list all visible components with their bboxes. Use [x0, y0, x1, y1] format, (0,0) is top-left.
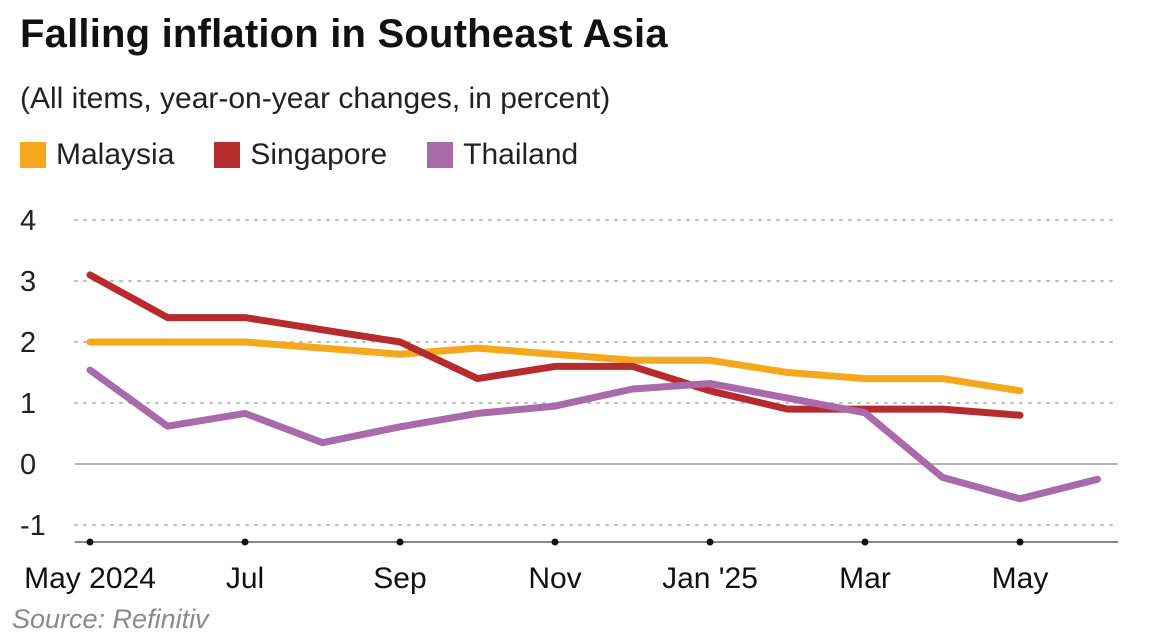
- x-tick-label: Jul: [226, 562, 264, 595]
- x-tick-mark: [86, 538, 94, 546]
- x-tick-mark: [241, 538, 249, 546]
- legend-label-singapore: Singapore: [250, 138, 388, 171]
- legend-label-thailand: Thailand: [463, 138, 579, 171]
- legend-label-malaysia: Malaysia: [56, 138, 175, 171]
- x-tick-mark: [1016, 538, 1024, 546]
- legend-swatch-malaysia: [20, 142, 46, 168]
- series-line-thailand: [86, 366, 1101, 503]
- x-tick-mark: [861, 538, 869, 546]
- y-tick-label: 4: [20, 205, 36, 237]
- x-tick-label: Sep: [373, 562, 426, 595]
- x-tick-mark: [551, 538, 559, 546]
- legend-item-thailand: Thailand: [427, 138, 578, 172]
- x-tick-label: May: [992, 562, 1049, 595]
- x-tick-mark: [396, 538, 404, 546]
- legend: Malaysia Singapore Thailand: [20, 138, 618, 172]
- legend-swatch-singapore: [214, 142, 241, 168]
- y-tick-label: 0: [20, 449, 36, 481]
- x-tick-label: May 2024: [24, 562, 156, 595]
- series-line-malaysia: [86, 338, 1024, 395]
- y-tick-label: 3: [20, 266, 36, 298]
- chart-subtitle: (All items, year-on-year changes, in per…: [20, 82, 611, 115]
- chart-title: Falling inflation in Southeast Asia: [20, 12, 668, 56]
- legend-item-malaysia: Malaysia: [20, 138, 174, 172]
- x-tick-mark: [706, 538, 714, 546]
- y-tick-label: 2: [20, 327, 36, 359]
- line-chart: 4 3 2 1 0 -1 May 2024 Jul Sep Nov Jan '25 Mar May: [20, 205, 1119, 595]
- source-note: Source: Refinitiv: [12, 604, 209, 634]
- x-tick-label: Jan '25: [662, 562, 758, 595]
- legend-item-singapore: Singapore: [214, 138, 387, 172]
- x-tick-label: Mar: [839, 562, 891, 595]
- x-tick-label: Nov: [528, 562, 581, 595]
- series-line-singapore: [86, 271, 1024, 419]
- y-tick-label: 1: [20, 388, 36, 420]
- legend-swatch-thailand: [427, 142, 454, 168]
- y-tick-label: -1: [20, 510, 46, 542]
